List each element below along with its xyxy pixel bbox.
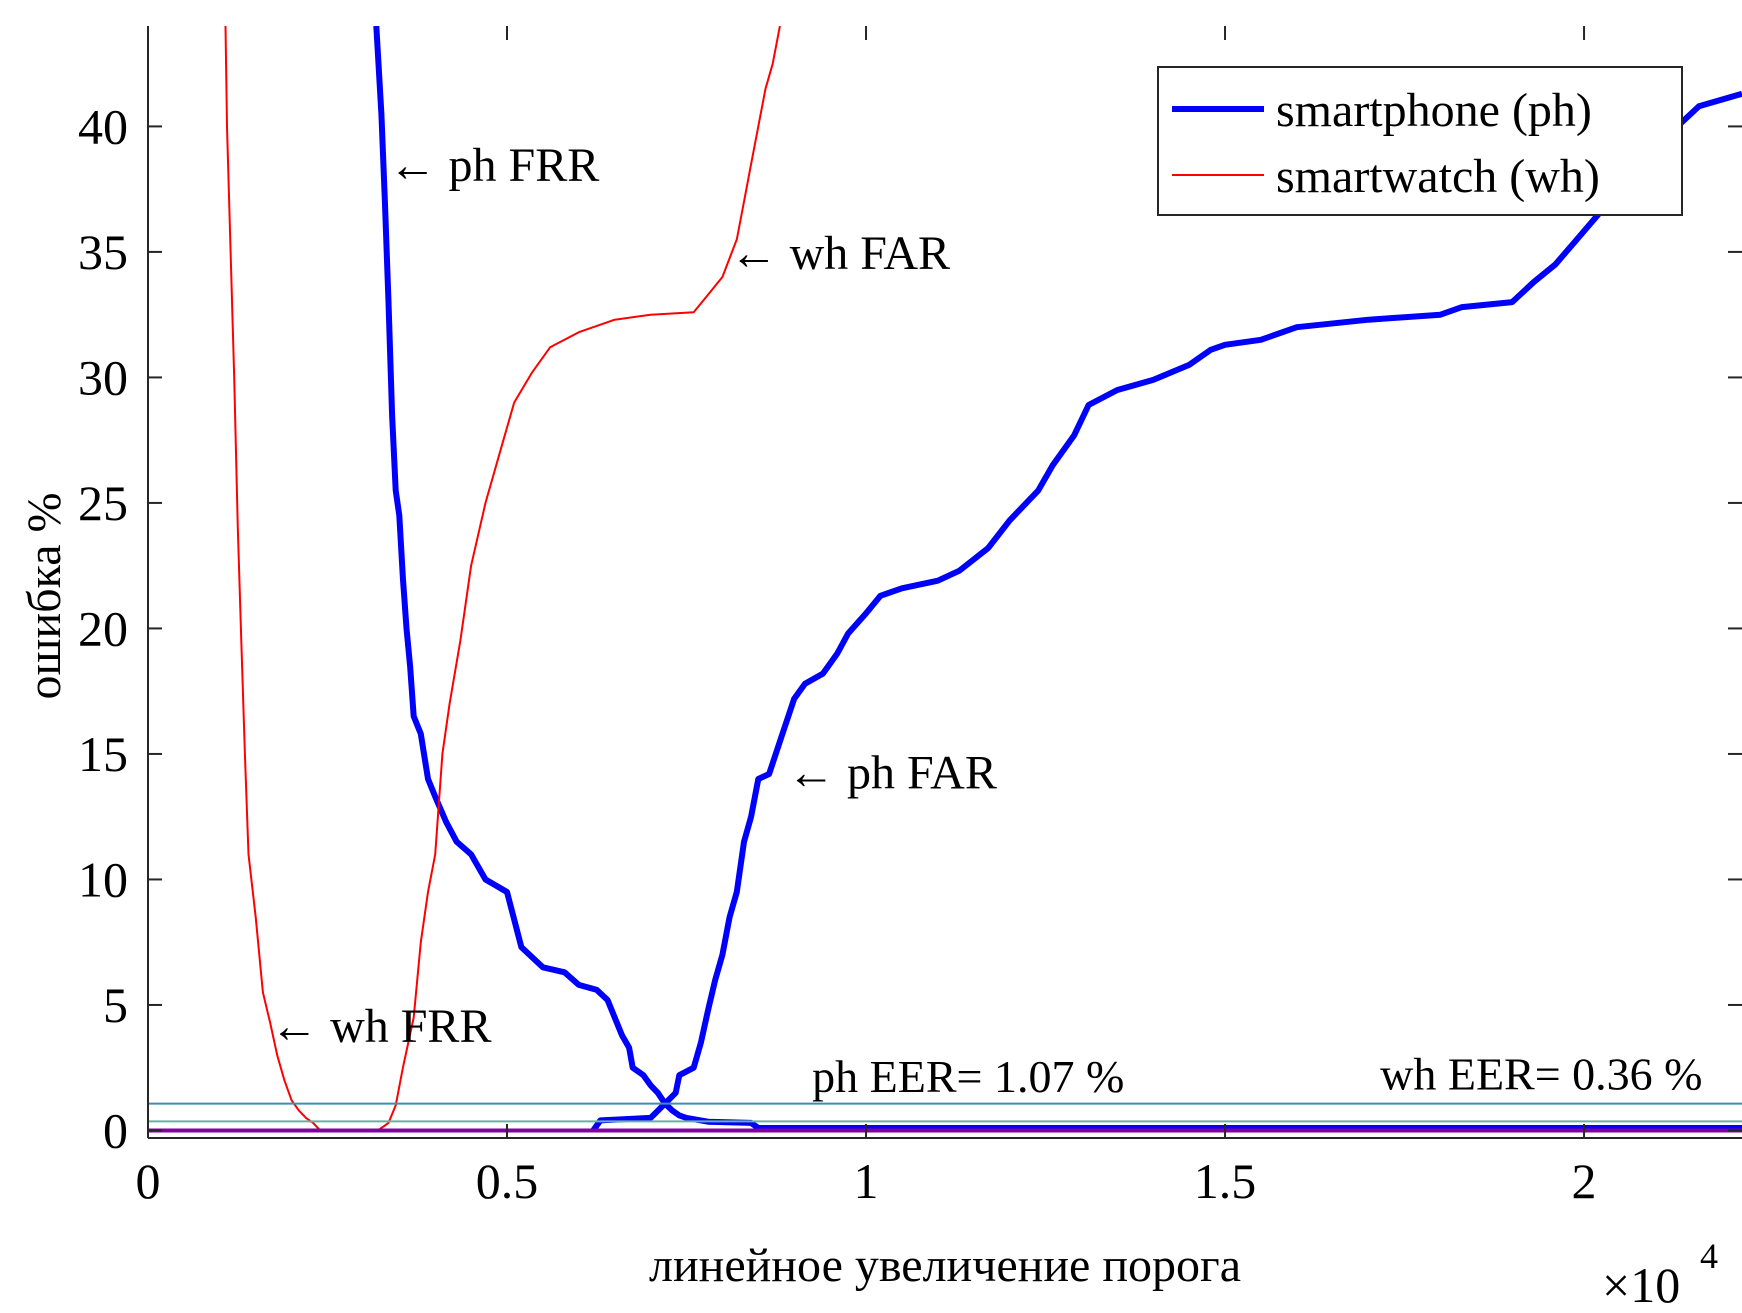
- y-tick-label: 40: [78, 98, 128, 154]
- annotation-ph-frr: ← ph FRR: [389, 139, 600, 192]
- y-tick-label: 15: [78, 726, 128, 782]
- legend: smartphone (ph) smartwatch (wh): [1157, 66, 1683, 216]
- series-line-ph-frr: [373, 26, 1742, 1131]
- y-tick-label: 0: [103, 1102, 128, 1158]
- x-tick-label: 1: [854, 1153, 879, 1209]
- y-tick-label: 25: [78, 475, 128, 531]
- y-tick-label: 5: [103, 977, 128, 1033]
- y-tick-label: 35: [78, 224, 128, 280]
- y-axis-label: ошибка %: [18, 493, 71, 700]
- legend-label-smartphone: smartphone (ph): [1276, 84, 1592, 137]
- y-tick-label: 30: [78, 349, 128, 405]
- legend-box: [1157, 66, 1683, 216]
- y-tick-label: 10: [78, 851, 128, 907]
- y-tick-label: 20: [78, 600, 128, 656]
- annotation-ph-far: ← ph FAR: [787, 747, 997, 800]
- annotation-wh-far: ← wh FAR: [730, 227, 950, 280]
- x-exponent-power: 4: [1700, 1236, 1718, 1276]
- x-tick-label: 1.5: [1194, 1153, 1257, 1209]
- x-tick-label: 2: [1572, 1153, 1597, 1209]
- series-layer: [148, 26, 1742, 1133]
- annotation-wh-eer-0-36: wh EER= 0.36 %: [1380, 1049, 1702, 1100]
- annotations: ← ph FRR ← wh FAR ← ph FAR ← wh FRR ph EER= …: [270, 139, 1702, 1102]
- legend-label-smartwatch: smartwatch (wh): [1276, 150, 1600, 203]
- x-tick-label: 0.5: [476, 1153, 539, 1209]
- series-line-wh-frr: [224, 26, 507, 1132]
- series-line-ph-far: [590, 90, 1742, 1133]
- x-axis-label: линейное увеличение порога: [649, 1239, 1241, 1292]
- x-tick-label: 0: [136, 1153, 161, 1209]
- series-line-wh-far: [377, 26, 781, 1132]
- annotation-wh-frr: ← wh FRR: [270, 1000, 491, 1053]
- annotation-ph-eer-1-07: ph EER= 1.07 %: [812, 1051, 1124, 1102]
- x-exponent-multiplier: ×10: [1602, 1257, 1680, 1313]
